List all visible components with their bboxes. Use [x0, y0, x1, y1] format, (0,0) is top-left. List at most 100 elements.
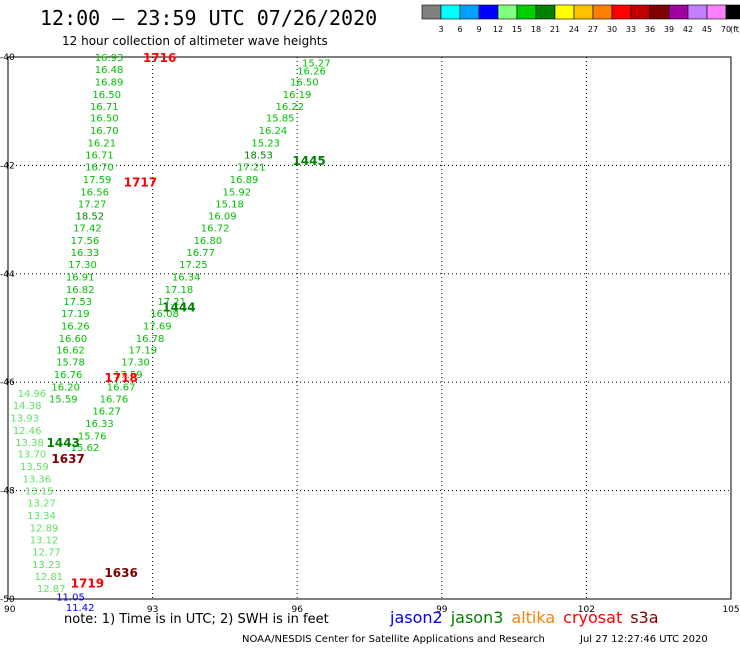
- jason2-swh-label: 11.05: [56, 592, 85, 603]
- jason3-swh-label: 16.34: [172, 273, 201, 284]
- jason3-swh-label: 16.19: [283, 90, 312, 101]
- colorbar-tick-label: 6: [457, 25, 462, 34]
- track-time-label: 1636: [104, 566, 137, 580]
- jason3-swh-label: 15.18: [215, 199, 244, 210]
- s3a-swh-label: 13.36: [22, 475, 51, 486]
- jason3-swh-label: 16.08: [150, 309, 179, 320]
- satellite-legend: jason2 jason3 altika cryosat s3a: [390, 608, 667, 627]
- colorbar-tick-label: 24: [569, 25, 579, 34]
- footer-center-name: NOAA/NESDIS Center for Satellite Applica…: [242, 634, 545, 645]
- s3a-swh-label: 12.89: [30, 523, 59, 534]
- s3a-swh-label: 13.93: [10, 413, 39, 424]
- jason3-swh-label: 17.18: [165, 285, 194, 296]
- track-time-label: 1445: [292, 154, 325, 168]
- y-tick-label: -48: [0, 487, 15, 497]
- s3a-swh-label: 12.81: [35, 572, 64, 583]
- jason3-swh-label: 16.27: [92, 406, 121, 417]
- cryosat-swh-label: 16.26: [61, 321, 90, 332]
- colorbar-cell: [421, 4, 442, 20]
- jason3-swh-label: 16.33: [85, 419, 114, 430]
- colorbar-cell: [573, 4, 594, 20]
- x-tick-label: 102: [578, 605, 595, 615]
- colorbar-cell: [478, 4, 499, 20]
- jason3-swh-label: 16.50: [290, 77, 319, 88]
- x-tick-label: 99: [436, 605, 448, 615]
- jason3-swh-label: 17.25: [179, 260, 208, 271]
- cryosat-swh-label: 16.70: [90, 126, 119, 137]
- colorbar-tick-label: 42: [683, 25, 693, 34]
- jason3-swh-label: 15.76: [78, 431, 107, 442]
- s3a-swh-label: 12.77: [32, 547, 61, 558]
- colorbar-tick-label: 70: [721, 25, 731, 34]
- jason3-swh-label: 16.09: [208, 211, 237, 222]
- y-tick-label: -40: [0, 53, 15, 63]
- cryosat-swh-label: 16.62: [56, 346, 85, 357]
- colorbar-cell: [706, 4, 727, 20]
- s3a-swh-label: 13.38: [15, 438, 44, 449]
- colorbar-tick-label: 27: [588, 25, 598, 34]
- cryosat-swh-label: 16.50: [90, 114, 119, 125]
- colorbar-tick-label: 18: [531, 25, 541, 34]
- s3a-swh-label: 13.34: [27, 511, 56, 522]
- legend-cryosat: cryosat: [563, 608, 623, 627]
- colorbar-cell: [649, 4, 670, 20]
- cryosat-swh-label: 16.70: [85, 162, 114, 173]
- colorbar-cell: [535, 4, 556, 20]
- cryosat-swh-label: 15.78: [56, 358, 85, 369]
- colorbar-cell: [725, 4, 740, 20]
- footnote: note: 1) Time is in UTC; 2) SWH is in fe…: [64, 612, 329, 627]
- colorbar-cell: [516, 4, 537, 20]
- colorbar-cell: [611, 4, 632, 20]
- colorbar-cell: [630, 4, 651, 20]
- jason3-swh-label: 16.76: [100, 394, 129, 405]
- s3a-swh-label: 14.96: [18, 389, 47, 400]
- colorbar-cell: [687, 4, 708, 20]
- jason3-swh-label: 15.62: [71, 443, 100, 454]
- colorbar-tick-label: 33: [626, 25, 636, 34]
- x-tick-label: 96: [291, 605, 303, 615]
- legend-jason3: jason3: [450, 608, 504, 627]
- colorbar-tick-label: 39: [664, 25, 674, 34]
- s3a-swh-label: 12.46: [13, 426, 42, 437]
- s3a-swh-label: 13.59: [20, 462, 49, 473]
- jason3-swh-label: 16.80: [194, 236, 223, 247]
- x-tick-label: 93: [147, 605, 158, 615]
- jason3-swh-label: 17.30: [121, 358, 150, 369]
- colorbar-cell: [592, 4, 613, 20]
- cryosat-swh-label: 16.56: [80, 187, 109, 198]
- jason3-swh-label: 17.21: [157, 297, 186, 308]
- cryosat-swh-label: 17.30: [68, 260, 97, 271]
- jason3-swh-label: 15.27: [302, 58, 331, 69]
- s3a-swh-label: 12.87: [37, 584, 66, 595]
- colorbar-unit: (ft): [730, 25, 740, 34]
- s3a-swh-label: 13.12: [30, 535, 59, 546]
- y-tick-label: -44: [0, 270, 15, 280]
- track-time-label: 1716: [143, 51, 176, 65]
- s3a-swh-label: 13.70: [18, 450, 47, 461]
- y-tick-label: -42: [0, 161, 15, 171]
- legend-s3a: s3a: [630, 608, 659, 627]
- jason3-swh-label: 17.59: [114, 370, 143, 381]
- x-tick-label: 105: [722, 605, 739, 615]
- s3a-swh-label: 13.27: [27, 499, 56, 510]
- cryosat-swh-label: 17.56: [71, 236, 100, 247]
- jason3-swh-label: 18.53: [244, 151, 273, 162]
- jason3-swh-label: 16.78: [136, 334, 165, 345]
- y-tick-label: -46: [0, 378, 15, 388]
- s3a-swh-label: 13.15: [25, 487, 54, 498]
- colorbar-tick-label: 3: [438, 25, 443, 34]
- cryosat-swh-label: 16.20: [51, 383, 80, 394]
- chart-subtitle: 12 hour collection of altimeter wave hei…: [62, 34, 328, 48]
- colorbar-cell: [497, 4, 518, 20]
- footer-timestamp: Jul 27 12:27:46 UTC 2020: [580, 634, 708, 645]
- cryosat-swh-label: 17.42: [73, 224, 102, 235]
- cryosat-swh-label: 16.89: [95, 77, 124, 88]
- jason3-swh-label: 16.24: [259, 126, 288, 137]
- cryosat-swh-label: 16.91: [66, 273, 95, 284]
- legend-jason2: jason2: [390, 608, 443, 627]
- colorbar-tick-label: 9: [476, 25, 481, 34]
- cryosat-swh-label: 18.52: [75, 211, 104, 222]
- colorbar-tick-label: 21: [550, 25, 560, 34]
- legend-altika: altika: [511, 608, 556, 627]
- cryosat-swh-label: 16.60: [59, 334, 88, 345]
